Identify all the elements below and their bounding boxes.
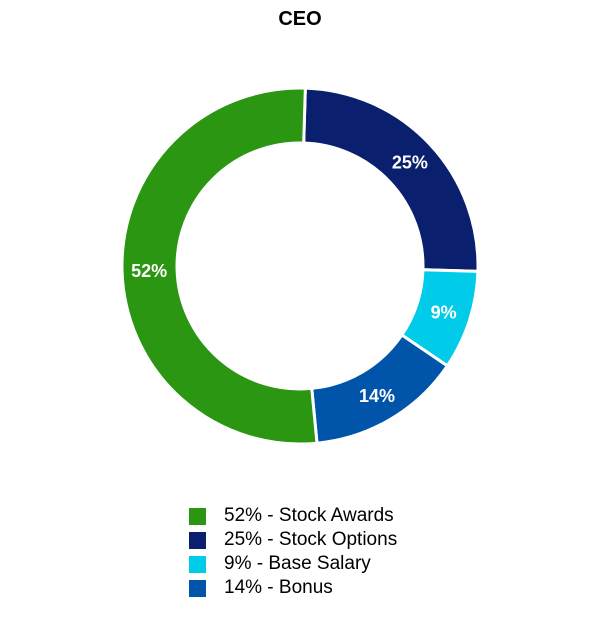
slice-label-3: 52% (131, 261, 167, 281)
donut-chart: 25% 9% 14% 52% (120, 86, 480, 446)
legend-label: 25% - Stock Options (224, 529, 398, 550)
legend-item: 52% - Stock Awards (189, 504, 397, 528)
legend-swatch (189, 579, 206, 597)
legend-label: 9% - Base Salary (224, 553, 371, 574)
slice-label-1: 9% (431, 302, 457, 322)
chart-title: CEO (278, 8, 322, 30)
donut-slice-3 (120, 86, 319, 446)
legend-item: 25% - Stock Options (189, 528, 397, 552)
legend-swatch (189, 555, 206, 573)
donut-slice-0 (302, 86, 480, 273)
slice-label-0: 25% (392, 152, 428, 172)
legend-label: 52% - Stock Awards (224, 505, 394, 526)
legend-item: 9% - Base Salary (189, 552, 397, 576)
legend-item: 14% - Bonus (189, 576, 397, 600)
legend-swatch (189, 531, 206, 549)
legend-swatch (189, 507, 206, 525)
legend-label: 14% - Bonus (224, 577, 333, 598)
slice-label-2: 14% (359, 386, 395, 406)
chart-legend: 52% - Stock Awards 25% - Stock Options 9% … (189, 504, 397, 600)
